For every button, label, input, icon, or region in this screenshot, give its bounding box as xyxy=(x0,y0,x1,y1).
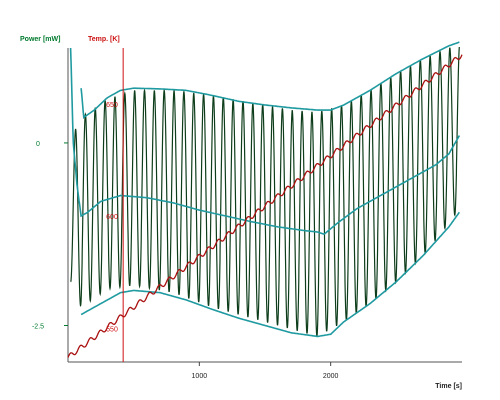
x-axis-title: Time [s] xyxy=(435,383,462,390)
power-tick-label: 0 xyxy=(36,141,40,148)
series-lower-envelope xyxy=(80,211,461,338)
temp-axis-title: Temp. [K] xyxy=(88,36,120,43)
series-upper-envelope xyxy=(80,41,460,119)
temp-tick-label: 550 xyxy=(106,326,118,333)
axes-layer xyxy=(64,48,332,366)
power-axis-title: Power [mW] xyxy=(20,36,60,43)
plot-frame xyxy=(67,48,462,363)
x-tick-label: 2000 xyxy=(323,373,339,380)
temp-tick-label: 650 xyxy=(106,102,118,109)
power-tick-label: -2.5 xyxy=(32,323,44,330)
labels-layer: 1000 2000 Time [s] 0 -2.5 Power [mW] 650 600 550… xyxy=(20,36,462,390)
series-temperature xyxy=(67,54,463,358)
series-average-heat-flow xyxy=(69,47,461,235)
x-tick-label: 1000 xyxy=(192,373,208,380)
temp-tick-label: 600 xyxy=(106,214,118,221)
data-layer xyxy=(67,41,463,358)
series-modulated-heat-flow xyxy=(70,46,460,337)
